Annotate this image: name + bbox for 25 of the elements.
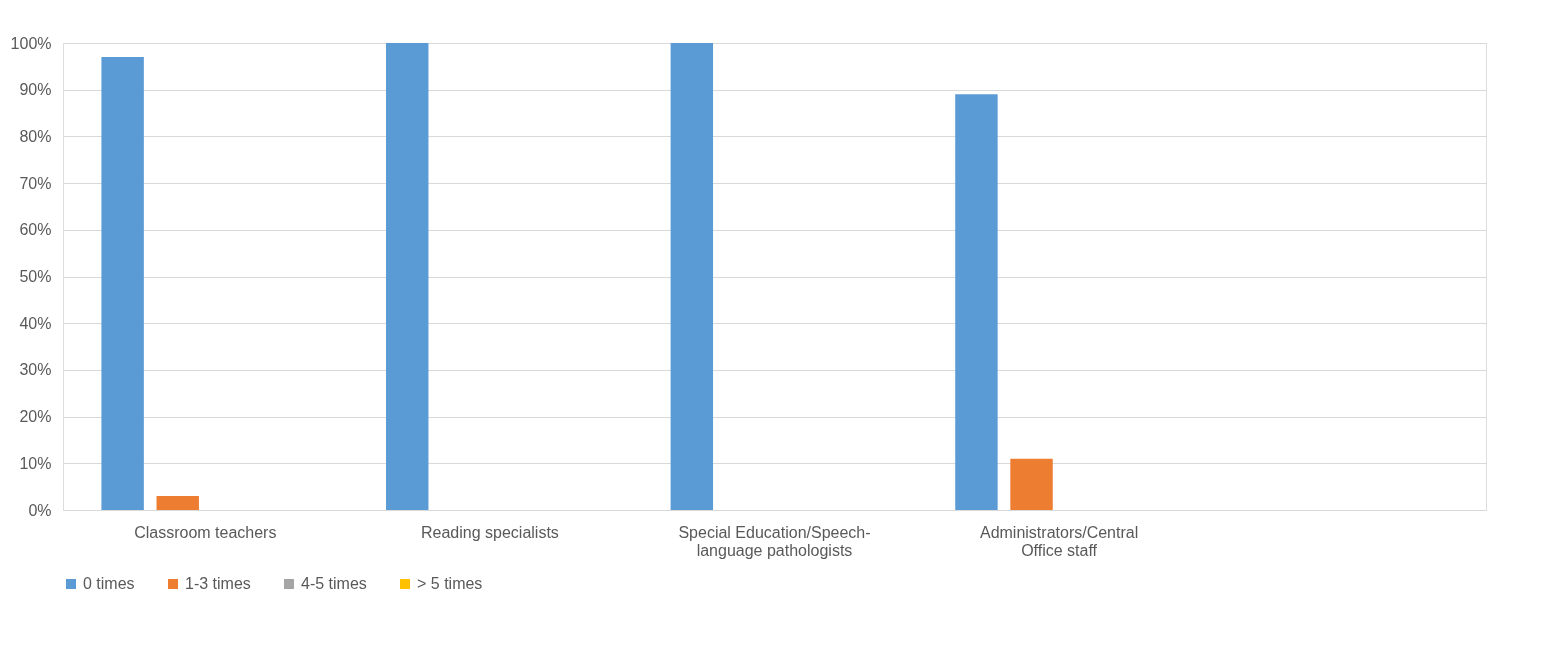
y-tick-label: 40% <box>19 314 52 332</box>
x-tick-label: Special Education/Speech- language pathologists <box>678 523 871 559</box>
x-tick-label: Classroom teachers <box>134 523 277 541</box>
bar <box>955 94 998 510</box>
y-tick-label: 0% <box>28 501 52 519</box>
y-tick-label: 60% <box>19 221 52 239</box>
y-tick-label: 90% <box>19 81 52 99</box>
bar <box>156 495 199 510</box>
y-tick-label: 30% <box>19 361 52 379</box>
bar <box>101 57 144 510</box>
y-tick-label: 10% <box>19 454 52 472</box>
legend-label: 0 times <box>83 575 135 592</box>
x-tick-label: Reading specialists <box>420 523 559 541</box>
y-tick-label: 70% <box>19 174 52 192</box>
y-tick-label: 80% <box>19 127 52 145</box>
legend-label: > 5 times <box>417 575 483 592</box>
y-tick-label: 100% <box>10 34 52 52</box>
x-tick-label: Administrators/Central Office staff <box>979 523 1139 559</box>
legend-label: 4-5 times <box>301 575 367 592</box>
bar <box>670 43 714 510</box>
bar <box>386 43 429 510</box>
y-tick-label: 50% <box>19 268 52 285</box>
bar <box>1010 458 1053 510</box>
legend-label: 1-3 times <box>185 575 251 592</box>
y-tick-label: 20% <box>19 408 52 426</box>
